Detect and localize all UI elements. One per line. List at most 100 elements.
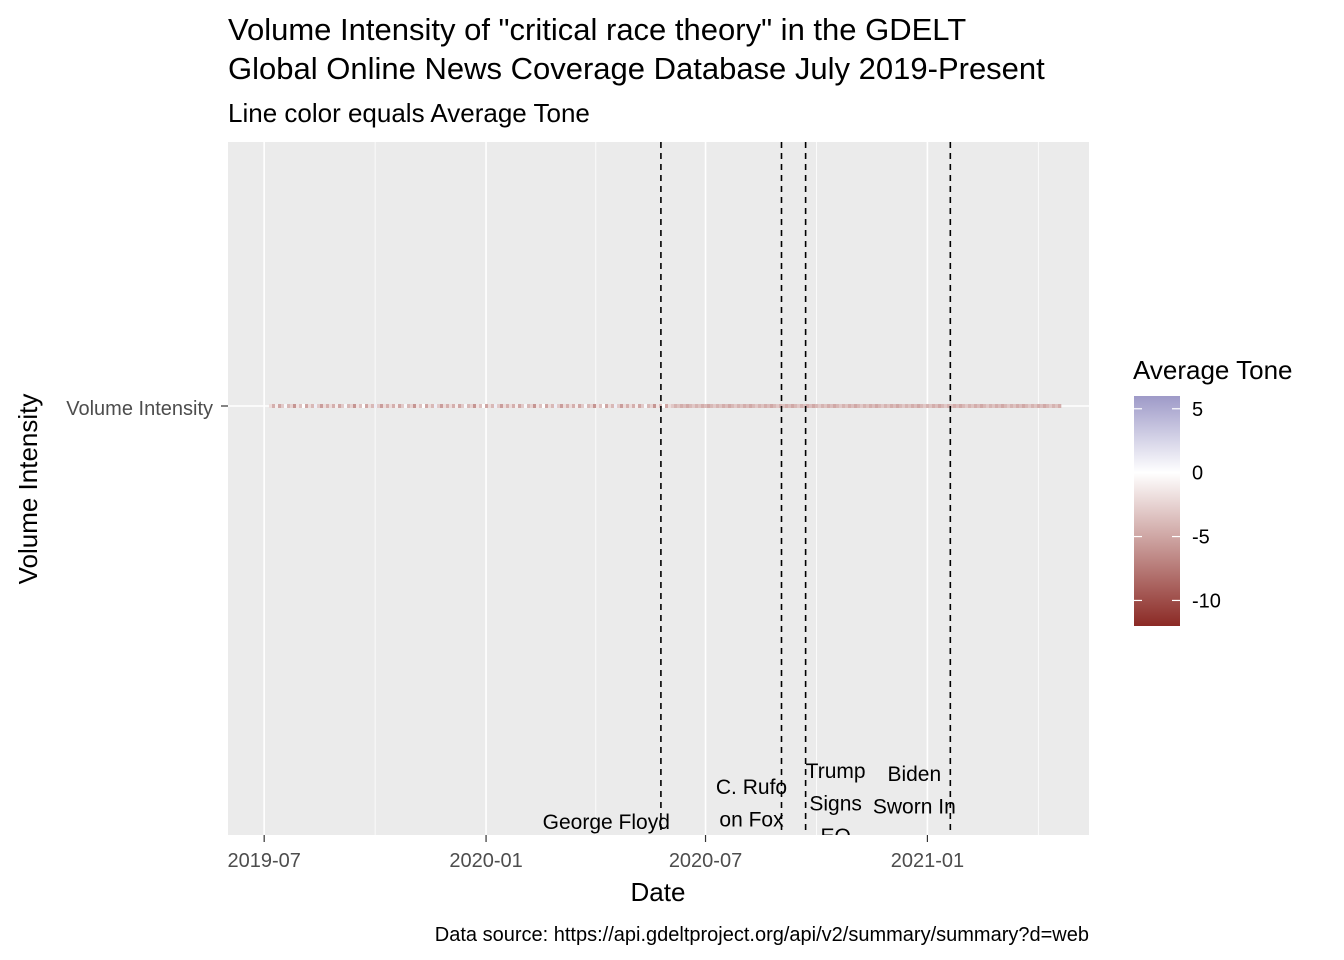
series-segment: [770, 404, 774, 408]
series-segment: [992, 404, 996, 408]
series-segment: [902, 404, 906, 408]
series-segment: [296, 404, 300, 408]
series-segment: [752, 404, 756, 408]
series-segment: [476, 404, 480, 408]
series-segment: [632, 404, 636, 408]
series-segment: [473, 404, 477, 408]
series-segment: [1001, 404, 1005, 408]
series-segment: [794, 404, 798, 408]
series-segment: [1019, 404, 1023, 408]
series-segment: [287, 404, 291, 408]
series-segment: [467, 404, 471, 408]
series-segment: [581, 404, 585, 408]
series-segment: [500, 404, 504, 408]
series-segment: [353, 404, 357, 408]
series-segment: [515, 404, 519, 408]
series-segment: [737, 404, 741, 408]
series-segment: [629, 404, 633, 408]
series-segment: [911, 404, 915, 408]
series-segment: [524, 404, 528, 408]
series-segment: [1058, 404, 1062, 408]
series-segment: [758, 404, 762, 408]
legend-tick-label: 5: [1192, 399, 1203, 421]
series-segment: [458, 404, 462, 408]
event-label: C. Rufo: [716, 776, 787, 799]
series-segment: [719, 404, 723, 408]
series-segment: [878, 404, 882, 408]
series-segment: [563, 404, 567, 408]
caption: Data source: https://api.gdeltproject.or…: [435, 924, 1089, 946]
series-segment: [620, 404, 624, 408]
series-segment: [428, 404, 432, 408]
series-segment: [521, 404, 525, 408]
series-segment: [278, 404, 282, 408]
series-segment: [644, 404, 648, 408]
series-segment: [689, 404, 693, 408]
series-segment: [410, 404, 414, 408]
series-segment: [611, 404, 615, 408]
series-segment: [308, 404, 312, 408]
series-segment: [338, 404, 342, 408]
series-segment: [995, 404, 999, 408]
series-segment: [947, 404, 951, 408]
series-segment: [830, 404, 834, 408]
series-segment: [890, 404, 894, 408]
series-segment: [791, 404, 795, 408]
series-segment: [854, 404, 858, 408]
series-segment: [848, 404, 852, 408]
series-segment: [713, 404, 717, 408]
series-segment: [602, 404, 606, 408]
series-segment: [1055, 404, 1059, 408]
event-label: George Floyd: [543, 811, 670, 834]
series-segment: [857, 404, 861, 408]
chart-title-line-2: Global Online News Coverage Database Jul…: [228, 51, 1045, 86]
series-segment: [1007, 404, 1011, 408]
series-segment: [923, 404, 927, 408]
series-segment: [800, 404, 804, 408]
series-segment: [1052, 404, 1056, 408]
series-segment: [551, 404, 555, 408]
series-segment: [707, 404, 711, 408]
series-segment: [482, 404, 486, 408]
series-segment: [530, 404, 534, 408]
series-segment: [677, 404, 681, 408]
series-segment: [812, 404, 816, 408]
series-segment: [875, 404, 879, 408]
series-segment: [605, 404, 609, 408]
series-segment: [332, 404, 336, 408]
series-segment: [587, 404, 591, 408]
series-segment: [416, 404, 420, 408]
legend-tick-label: -10: [1192, 590, 1221, 612]
series-segment: [1022, 404, 1026, 408]
series-segment: [557, 404, 561, 408]
series-segment: [989, 404, 993, 408]
plot-panel: [228, 142, 1089, 835]
series-segment: [281, 404, 285, 408]
event-label: EO: [820, 825, 850, 848]
series-segment: [683, 404, 687, 408]
series-segment: [803, 404, 807, 408]
series-segment: [377, 404, 381, 408]
series-segment: [743, 404, 747, 408]
series-segment: [494, 404, 498, 408]
series-segment: [929, 404, 933, 408]
series-segment: [491, 404, 495, 408]
series-segment: [641, 404, 645, 408]
series-segment: [761, 404, 765, 408]
series-segment: [932, 404, 936, 408]
legend-title: Average Tone: [1133, 355, 1293, 385]
series-segment: [488, 404, 492, 408]
series-segment: [443, 404, 447, 408]
series-segment: [1016, 404, 1020, 408]
series-segment: [374, 404, 378, 408]
series-segment: [452, 404, 456, 408]
series-segment: [977, 404, 981, 408]
series-segment: [1043, 404, 1047, 408]
series-segment: [578, 404, 582, 408]
series-segment: [815, 404, 819, 408]
series-segment: [746, 404, 750, 408]
series-segment: [884, 404, 888, 408]
series-segment: [497, 404, 501, 408]
series-segment: [386, 404, 390, 408]
